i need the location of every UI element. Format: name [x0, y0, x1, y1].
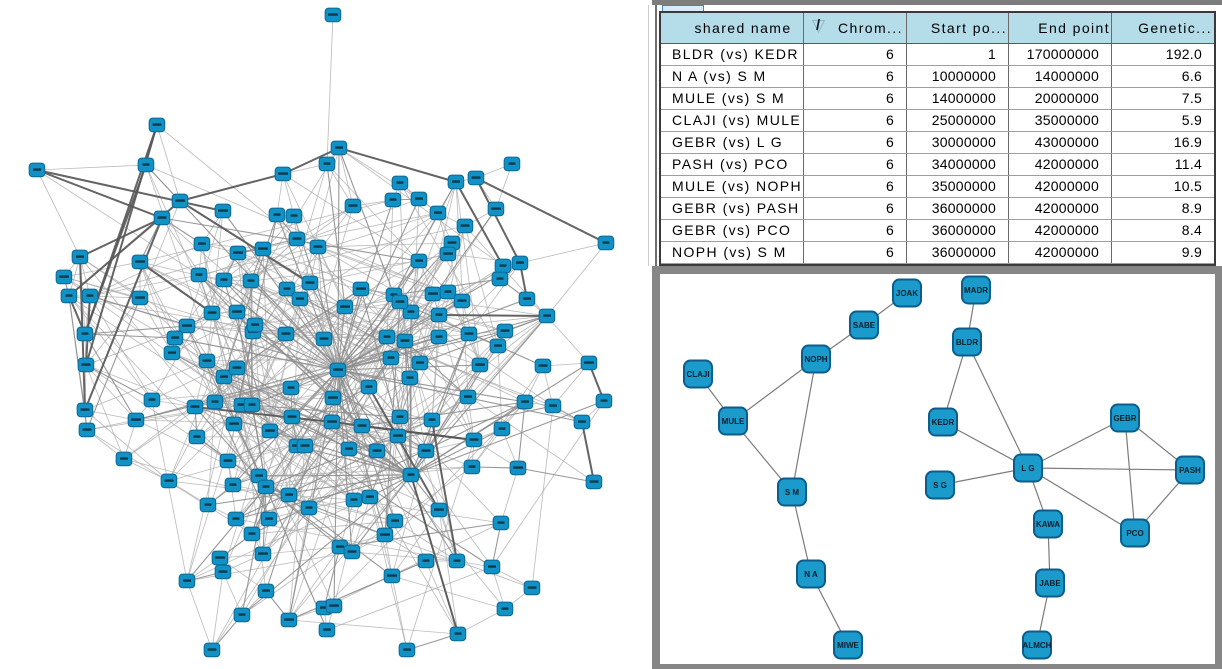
svg-text:N A: N A: [804, 570, 818, 579]
svg-text:CLAJI: CLAJI: [686, 370, 709, 379]
svg-text:MADR: MADR: [964, 286, 988, 295]
svg-text:GEBR: GEBR: [1113, 414, 1136, 423]
svg-text:PASH: PASH: [1179, 466, 1201, 475]
svg-text:JOAK: JOAK: [896, 289, 918, 298]
svg-text:SABE: SABE: [853, 321, 876, 330]
svg-text:ALMCH: ALMCH: [1023, 641, 1052, 650]
svg-text:KAWA: KAWA: [1036, 520, 1060, 529]
svg-text:S G: S G: [933, 481, 947, 490]
svg-text:BLDR: BLDR: [956, 338, 978, 347]
svg-text:S M: S M: [785, 488, 800, 497]
svg-text:PCO: PCO: [1126, 529, 1143, 538]
svg-text:JABE: JABE: [1039, 579, 1061, 588]
svg-text:MULE: MULE: [722, 417, 745, 426]
svg-text:NOPH: NOPH: [804, 355, 827, 364]
svg-text:L G: L G: [1021, 464, 1034, 473]
svg-text:KEDR: KEDR: [932, 418, 955, 427]
svg-text:MIWE: MIWE: [837, 641, 859, 650]
